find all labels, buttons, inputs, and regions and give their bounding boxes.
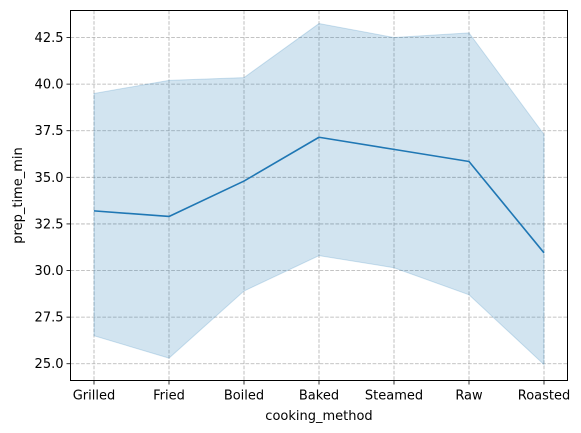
x-tick-label: Steamed: [365, 389, 423, 404]
y-tick-label: 27.5: [35, 311, 64, 326]
grid-layer: [70, 10, 568, 381]
confidence-band: [93, 23, 545, 366]
y-tick-label: 30.0: [35, 264, 64, 279]
x-tick-label: Grilled: [73, 389, 116, 404]
x-axis-label: cooking_method: [265, 409, 372, 424]
y-tick-label: 37.5: [35, 124, 64, 139]
x-tick-label: Boiled: [224, 389, 264, 404]
ticks-layer: Grilled Fried Boiled Baked Steamed Raw Roasted…: [35, 31, 571, 403]
x-tick-label: Roasted: [518, 389, 571, 404]
confidence-band-layer: [93, 23, 545, 366]
y-tick-label: 25.0: [35, 357, 64, 372]
y-axis-label: prep_time_min: [11, 147, 26, 243]
y-tick-label: 42.5: [35, 31, 64, 46]
x-tick-label: Fried: [153, 389, 185, 404]
y-tick-label: 40.0: [35, 78, 64, 93]
y-tick-label: 32.5: [35, 217, 64, 232]
x-tick-label: Baked: [299, 389, 339, 404]
x-tick-label: Raw: [455, 389, 483, 404]
series-line-layer: [93, 136, 545, 254]
y-tick-label: 35.0: [35, 171, 64, 186]
